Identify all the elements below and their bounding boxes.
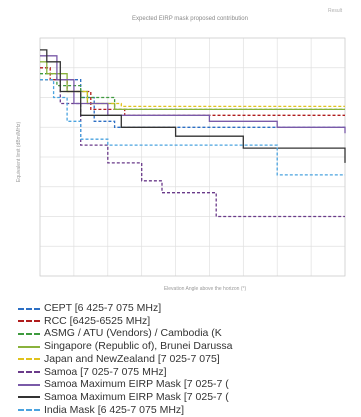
legend-label: Samoa [7 025-7 075 MHz]: [44, 365, 167, 378]
legend-label: CEPT [6 425-7 075 MHz]: [44, 302, 162, 314]
y-axis-label: Equivalent limit (dBm/MHz): [16, 122, 22, 183]
series-line-6: [40, 79, 345, 218]
legend-item: Singapore (Republic of), Brunei Darussa: [18, 340, 358, 353]
series-line-4: [40, 61, 345, 111]
x-axis-label: Elevation Angle above the horizon (°): [164, 286, 247, 292]
legend-label: RCC [6425-6525 MHz]: [44, 314, 151, 327]
legend-label: Samoa Maximum EIRP Mask [7 025-7 (: [44, 390, 229, 403]
legend-item: Samoa [7 025-7 075 MHz]: [18, 366, 358, 379]
legend-label: Singapore (Republic of), Brunei Darussa: [44, 340, 233, 353]
legend-swatch: [18, 358, 40, 361]
legend-item: CEPT [6 425-7 075 MHz]: [18, 302, 358, 315]
legend-label: India Mask [6 425-7 075 MHz]: [44, 403, 185, 416]
legend-swatch: [18, 320, 40, 323]
legend-item: ASMG / ATU (Vendors) / Cambodia (K: [18, 327, 358, 340]
legend-swatch: [18, 345, 40, 348]
series-lines: [40, 49, 346, 218]
legend: CEPT [6 425-7 075 MHz] RCC [6425-6525 MHz…: [0, 300, 361, 417]
legend-label: ASMG / ATU (Vendors) / Cambodia (K: [44, 327, 222, 340]
legend-item: India Mask [6 425-7 075 MHz]: [18, 404, 358, 417]
chart-title: Expected EIRP mask proposed contribution: [132, 16, 248, 22]
legend-item: Samoa Maximum EIRP Mask [7 025-7 (: [18, 391, 358, 404]
series-line-5: [40, 79, 345, 108]
grid: [39, 37, 346, 277]
legend-swatch: [18, 307, 40, 310]
legend-swatch: [18, 396, 40, 399]
legend-label: Japan and NewZealand [7 025-7 075]: [44, 352, 220, 365]
legend-swatch: [18, 409, 40, 412]
series-line-8: [40, 49, 346, 163]
legend-swatch: [18, 383, 40, 386]
legend-note: Result: [328, 8, 343, 14]
legend-item: Japan and NewZealand [7 025-7 075]: [18, 353, 358, 366]
legend-swatch: [18, 332, 40, 335]
legend-swatch: [18, 371, 40, 373]
legend-label: Samoa Maximum EIRP Mask [7 025-7 (: [44, 378, 229, 391]
chart-area: Expected EIRP mask proposed contribution…: [16, 8, 346, 292]
chart-svg: Expected EIRP mask proposed contribution…: [16, 16, 346, 292]
legend-item: Samoa Maximum EIRP Mask [7 025-7 (: [18, 378, 358, 391]
legend-item: RCC [6425-6525 MHz]: [18, 315, 358, 328]
